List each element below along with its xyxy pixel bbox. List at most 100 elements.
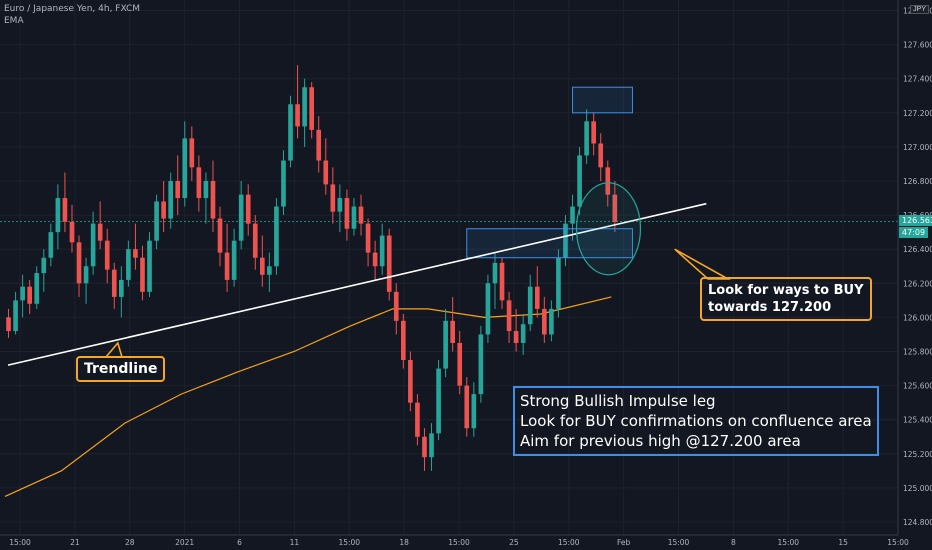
price-tick-label: 125.800 [903, 348, 932, 357]
time-axis[interactable]: 15:00 21 28 2021 6 11 15:00 18 15:00 25 15:00 Feb 15… [0, 534, 909, 547]
candle-body [379, 235, 385, 267]
impulse-callout[interactable]: Strong Bullish Impulse leg Look for BUY … [513, 386, 879, 456]
candle-body [55, 198, 61, 233]
candle-body [598, 143, 604, 168]
trendline[interactable] [7, 202, 707, 366]
candle-body [513, 331, 519, 343]
candle-body [6, 317, 11, 332]
time-tick-label: 15:00 [448, 538, 470, 547]
time-tick-label: 28 [125, 538, 135, 547]
price-tick-label: 125.000 [903, 484, 932, 493]
candle-body [119, 279, 124, 297]
candle-body [210, 181, 216, 219]
price-tick-label: 126.800 [903, 177, 932, 186]
buy-callout-pointer [674, 248, 732, 280]
candle-body [83, 266, 89, 284]
time-tick-label: 21 [70, 538, 80, 547]
time-tick-label: 15:00 [558, 538, 580, 547]
candle-body [393, 291, 399, 321]
candle-body [48, 232, 54, 258]
candle-body [281, 160, 286, 207]
time-tick-label: 15:00 [668, 538, 690, 547]
current-price-tag: 126.563 [899, 215, 932, 227]
time-tick-label: 18 [399, 538, 409, 547]
candle-body [429, 433, 434, 458]
candle-body [506, 300, 512, 332]
time-tick-label: 6 [237, 538, 242, 547]
candle-body [189, 138, 195, 168]
price-axis[interactable]: 124.800 125.000 125.200 125.400 125.600 125.8… [897, 0, 932, 535]
candle-body [485, 283, 491, 335]
candle-body [111, 269, 117, 297]
candle-body [133, 249, 138, 258]
price-tick-label: 125.200 [903, 450, 932, 459]
candle-body [401, 320, 406, 361]
candle-body [161, 201, 166, 219]
confluence-circle[interactable] [575, 182, 642, 276]
supply-demand-zone [572, 86, 633, 114]
candle-body [471, 394, 477, 429]
time-tick-label: 15 [838, 538, 848, 547]
price-tick-label: 126.200 [903, 279, 932, 288]
candle-body [422, 436, 427, 458]
candle-body [309, 87, 314, 130]
price-tick-label: 126.400 [903, 245, 932, 254]
callout-pointers [104, 248, 732, 358]
ema-line [4, 296, 612, 497]
countdown-tag: 47:09 [899, 227, 929, 239]
buy-callout-line-1: Look for ways to BUY [708, 283, 864, 298]
trendline-path [7, 202, 707, 366]
trendline-callout[interactable]: Trendline [76, 356, 166, 382]
impulse-callout-line-2: Look for BUY confirmations on confluence… [520, 412, 872, 430]
candle-body [563, 223, 568, 258]
candle-body [415, 402, 420, 437]
candle-body [126, 249, 131, 280]
time-tick-label: 25 [509, 538, 519, 547]
time-tick-label: 8 [731, 538, 736, 547]
indicator-label: EMA [4, 16, 24, 26]
ema-path [4, 296, 612, 497]
candle-body [140, 257, 145, 292]
candle-body [62, 198, 68, 222]
time-tick-label: 15:00 [887, 538, 909, 547]
candle-body [175, 181, 181, 199]
candle-body [365, 223, 371, 253]
candle-body [316, 129, 322, 161]
candle-body [323, 160, 329, 185]
impulse-callout-line-3: Aim for previous high @127.200 area [520, 432, 801, 450]
candle-body [591, 121, 596, 144]
impulse-callout-line-1: Strong Bullish Impulse leg [520, 392, 716, 410]
candle-body [97, 223, 103, 241]
candle-body [20, 286, 25, 301]
candle-body [527, 286, 533, 325]
price-tick-label: 127.200 [903, 109, 932, 118]
candle-body [196, 167, 202, 199]
candle-body [344, 198, 350, 229]
candle-body [217, 218, 223, 253]
symbol-title: Euro / Japanese Yen, 4h, FXCM [4, 4, 141, 14]
candle-body [41, 257, 47, 274]
time-tick-label: 11 [290, 538, 300, 547]
buy-callout[interactable]: Look for ways to BUY towards 127.200 [700, 277, 872, 321]
candle-body [147, 240, 152, 292]
confluence-ellipse [575, 182, 642, 276]
candle-body [372, 252, 378, 267]
candle-body [252, 223, 258, 258]
candle-body [478, 334, 484, 395]
candle-body [584, 121, 589, 156]
zones [466, 86, 633, 259]
candle-body [90, 223, 96, 267]
candle-body [337, 198, 343, 212]
candle-body [27, 286, 32, 304]
price-tick-label: 124.800 [903, 518, 932, 527]
candle-body [358, 206, 364, 224]
price-tick-label: 125.400 [903, 416, 932, 425]
price-tick-label: 127.400 [903, 75, 932, 84]
candle-body [577, 155, 582, 207]
time-tick-label: 15:00 [9, 538, 31, 547]
candle-body [182, 138, 188, 199]
candle-body [274, 206, 279, 267]
candle-body [104, 240, 110, 270]
candle-body [386, 235, 392, 292]
